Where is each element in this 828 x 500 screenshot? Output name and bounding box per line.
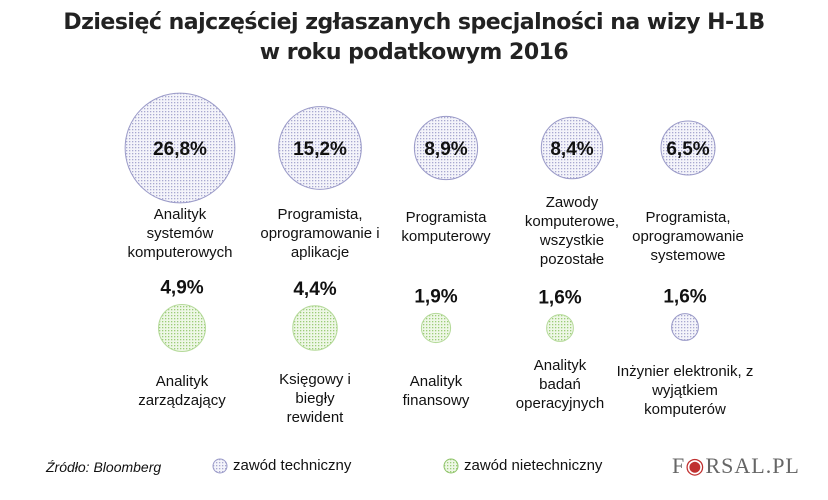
- bubble: [124, 92, 236, 204]
- bubble: [546, 314, 574, 342]
- value-label: 1,6%: [538, 288, 581, 309]
- category-label: Księgowy i biegły rewident: [279, 371, 351, 426]
- chart-subtitle: w roku podatkowym 2016: [259, 40, 569, 65]
- value-label: 8,9%: [424, 139, 467, 160]
- value-label: 15,2%: [293, 139, 347, 160]
- category-label: Programista komputerowy: [401, 209, 491, 245]
- bubble: [671, 313, 699, 341]
- value-label: 1,6%: [663, 287, 706, 308]
- value-label: 26,8%: [153, 139, 207, 160]
- legend-technical: zawód techniczny: [233, 457, 352, 474]
- category-label: Programista, oprogramowanie i aplikacje: [260, 206, 380, 261]
- bubble: [292, 305, 338, 351]
- bubble: [660, 120, 716, 176]
- category-label: Analityk systemów komputerowych: [127, 206, 233, 261]
- value-label: 4,9%: [160, 278, 203, 299]
- category-label: Analityk zarządzający: [138, 373, 226, 409]
- category-label: Programista, oprogramowanie systemowe: [632, 209, 744, 264]
- chart-title: Dziesięć najczęściej zgłaszanych specjal…: [63, 10, 765, 35]
- bubble: [413, 115, 479, 181]
- value-label: 8,4%: [550, 139, 593, 160]
- legend-nontechnical: zawód nietechniczny: [464, 457, 603, 474]
- forsal-logo: F◉RSAL.PL: [672, 453, 800, 478]
- bubble: [278, 106, 362, 190]
- category-label: Analityk finansowy: [402, 373, 470, 409]
- source-note: Źródło: Bloomberg: [46, 459, 162, 475]
- bubble: [158, 304, 206, 352]
- category-label: Inżynier elektronik, z wyjątkiem kompute…: [616, 363, 754, 418]
- value-label: 4,4%: [293, 279, 336, 300]
- bubble: [540, 116, 604, 180]
- category-label: Analityk badań operacyjnych: [515, 357, 605, 412]
- category-label: Zawody komputerowe, wszystkie pozostałe: [524, 194, 620, 268]
- bubble: [420, 312, 452, 344]
- value-label: 6,5%: [666, 139, 709, 160]
- value-label: 1,9%: [414, 286, 457, 307]
